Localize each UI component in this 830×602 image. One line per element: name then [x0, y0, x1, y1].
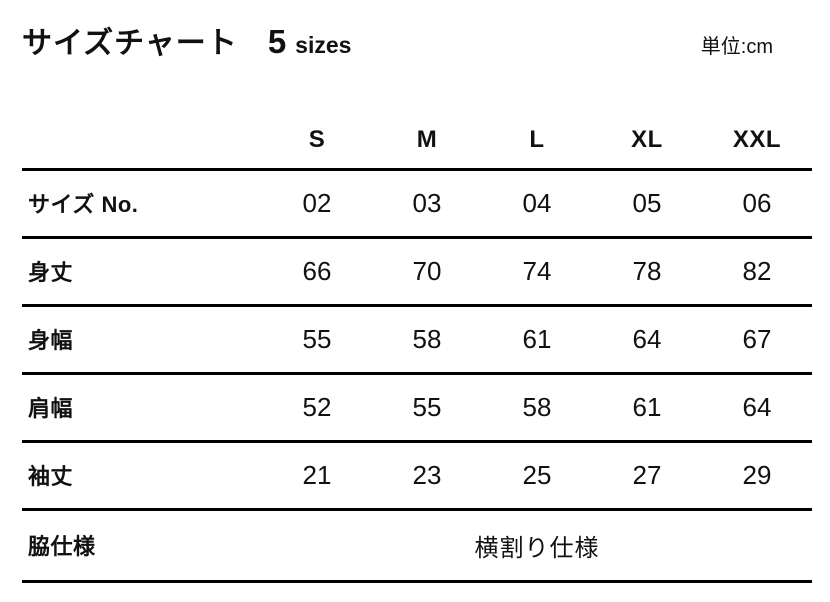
column-header-xl: XL [631, 125, 663, 153]
table-row-body-width: 身幅 55 58 61 64 67 [22, 305, 812, 373]
table-cell: 27 [632, 459, 662, 490]
table-cell: 66 [302, 255, 332, 286]
table-cell-span: 横割り仕様 [474, 534, 600, 562]
table-cell: 67 [742, 323, 772, 354]
table-cell: 03 [412, 187, 442, 218]
table-cell: 05 [632, 187, 662, 218]
table-cell: 55 [412, 391, 442, 422]
row-label: 袖丈 [28, 464, 74, 489]
chart-header: サイズチャート 5 sizes 単位:cm [22, 18, 812, 62]
table-row-sleeve-length: 袖丈 21 23 25 27 29 [22, 441, 812, 509]
table-cell: 70 [412, 255, 442, 286]
table-cell: 06 [742, 187, 772, 218]
column-header-l: L [529, 125, 545, 153]
size-count-suffix: sizes [295, 32, 352, 58]
table-cell: 02 [302, 187, 332, 218]
table-cell: 64 [742, 391, 772, 422]
row-label: 肩幅 [28, 396, 74, 421]
table-cell: 58 [412, 323, 442, 354]
table-cell: 55 [302, 323, 332, 354]
table-cell: 78 [632, 255, 662, 286]
table-cell: 61 [632, 391, 662, 422]
size-count: 5 [267, 23, 287, 60]
row-label: 脇仕様 [28, 534, 96, 559]
table-row-body-length: 身丈 66 70 74 78 82 [22, 237, 812, 305]
unit-label: 単位:cm [700, 36, 773, 58]
column-header-m: M [416, 125, 438, 153]
table-row-shoulder-width: 肩幅 52 55 58 61 64 [22, 373, 812, 441]
corner-cell [22, 112, 262, 169]
table-cell: 58 [522, 391, 552, 422]
column-header-xxl: XXL [732, 125, 782, 153]
table-cell: 61 [522, 323, 552, 354]
size-chart-table: S M L XL XXL サイズ No. 02 03 04 05 06 身丈 6… [22, 112, 812, 583]
table-cell: 25 [522, 459, 552, 490]
table-cell: 23 [412, 459, 442, 490]
table-cell: 29 [742, 459, 772, 490]
table-cell: 21 [302, 459, 332, 490]
page-title: サイズチャート [22, 27, 238, 60]
table-cell: 64 [632, 323, 662, 354]
column-header-s: S [308, 125, 326, 153]
table-cell: 74 [522, 255, 552, 286]
table-row-size-no: サイズ No. 02 03 04 05 06 [22, 169, 812, 237]
table-row-side-spec: 脇仕様 横割り仕様 [22, 509, 812, 581]
column-header-row: S M L XL XXL [22, 112, 812, 169]
table-cell: 52 [302, 391, 332, 422]
table-cell: 82 [742, 255, 772, 286]
row-label: 身丈 [28, 260, 74, 285]
row-label: サイズ No. [28, 192, 139, 217]
table-cell: 04 [522, 187, 552, 218]
row-label: 身幅 [28, 328, 74, 353]
